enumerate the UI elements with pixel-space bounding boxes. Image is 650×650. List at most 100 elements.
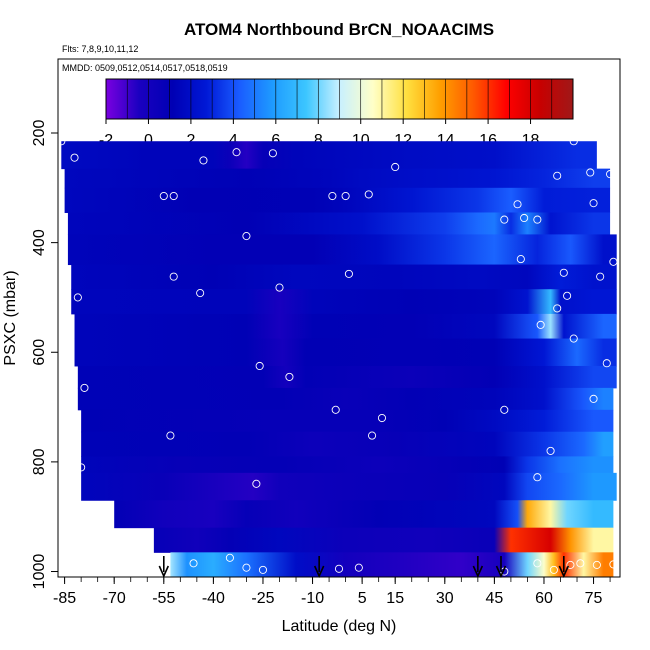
x-tick-label: -10 — [301, 590, 324, 607]
flight-point — [255, 361, 264, 371]
flight-point — [566, 560, 575, 569]
flight-point — [77, 463, 86, 472]
flight-point — [368, 431, 377, 440]
heatmap-band — [67, 234, 617, 266]
colorbar: -2 0 2 4 6 8 10 12 14 16 18 — [99, 78, 574, 149]
flight-point — [285, 372, 294, 381]
y-tick-label: 1000 — [31, 554, 48, 590]
flight-point — [364, 190, 373, 199]
flight-point — [391, 162, 400, 172]
flight-point — [536, 320, 545, 329]
heatmap-band — [81, 472, 617, 501]
y-tick-label: 400 — [31, 229, 48, 256]
colorbar-tick-label: 0 — [144, 132, 153, 149]
x-tick-label: 60 — [535, 590, 553, 607]
flight-point — [569, 137, 578, 146]
flight-point — [328, 191, 337, 201]
heatmap-band — [74, 338, 617, 367]
flight-point — [344, 269, 353, 278]
flight-point — [196, 289, 205, 298]
flight-point — [232, 148, 241, 157]
flights-subtitle: Flts: 7,8,9,10,11,12 — [62, 44, 138, 54]
heatmap-band — [81, 431, 614, 457]
latitude-arrow-head — [472, 565, 484, 578]
x-tick-label: 75 — [585, 590, 603, 607]
x-tick-label: -40 — [202, 590, 225, 607]
flight-point — [609, 560, 618, 569]
flight-point — [500, 215, 509, 224]
x-tick-label: 5 — [358, 590, 367, 607]
flight-point — [341, 191, 350, 201]
colorbar-tick-label: 6 — [271, 132, 280, 149]
flight-point — [70, 153, 79, 162]
flight-point — [549, 565, 558, 574]
flight-point — [331, 405, 340, 414]
y-axis-label: PSXC (mbar) — [2, 270, 19, 365]
flight-point — [520, 213, 529, 223]
flight-point — [513, 200, 522, 209]
flight-point — [275, 283, 284, 292]
x-tick-label: 30 — [436, 590, 454, 607]
flight-point — [189, 559, 198, 568]
heatmap-band — [153, 527, 614, 553]
flight-point — [589, 394, 598, 403]
heatmap-band — [77, 365, 617, 389]
flight-point — [516, 255, 525, 264]
flight-point — [334, 564, 344, 573]
x-axis-label: Latitude (deg N) — [282, 618, 397, 635]
colorbar-frame — [105, 78, 574, 120]
y-tick-label: 600 — [31, 339, 48, 366]
flight-point — [225, 553, 234, 562]
x-tick-label: 45 — [485, 590, 503, 607]
heatmap-band — [81, 456, 614, 474]
x-tick-label: -55 — [152, 590, 175, 607]
colorbar-tick-label: 4 — [229, 132, 238, 149]
flight-point — [609, 257, 618, 266]
heatmap-band — [170, 552, 614, 578]
x-tick-label: 15 — [386, 590, 404, 607]
flight-point — [559, 268, 568, 277]
latitude-arrow-head — [313, 565, 325, 578]
flight-point — [500, 405, 509, 414]
flight-point — [242, 232, 251, 241]
flight-point — [242, 563, 251, 572]
latitude-arrow-head — [558, 565, 570, 578]
heatmap-band — [74, 313, 617, 340]
flight-point — [80, 383, 89, 392]
heatmap-bands — [61, 141, 617, 578]
flight-point — [199, 156, 208, 165]
flight-point — [166, 431, 175, 440]
flight-point — [377, 413, 387, 423]
heatmap-band — [77, 387, 614, 411]
flight-point — [354, 563, 363, 572]
flight-point — [252, 479, 261, 488]
chart-title: ATOM4 Northbound BrCN_NOAACIMS — [184, 20, 494, 39]
latitude-arrows — [158, 556, 570, 578]
y-tick-label: 200 — [31, 120, 48, 147]
heatmap-band — [67, 212, 611, 235]
flight-point — [563, 291, 572, 300]
flight-point — [586, 168, 595, 177]
latitude-arrow-head — [495, 565, 507, 578]
heatmap-band — [71, 264, 617, 290]
flight-point — [569, 334, 578, 343]
latitude-arrow-head — [158, 565, 170, 578]
colorbar-tick-label: 2 — [186, 132, 195, 149]
y-axis-ticks: 200 400 600 800 1000 — [31, 120, 58, 590]
flight-point — [159, 191, 168, 201]
heatmap-band — [81, 409, 614, 433]
heatmap-band — [71, 289, 617, 315]
flight-point — [576, 559, 585, 568]
flight-point — [533, 215, 542, 224]
x-tick-label: -70 — [103, 590, 126, 607]
flight-point — [533, 559, 542, 568]
flight-point — [258, 565, 268, 574]
y-tick-label: 800 — [31, 448, 48, 475]
flight-point — [592, 560, 601, 569]
dates-subtitle: MMDD: 0509,0512,0514,0517,0518,0519 — [62, 63, 228, 73]
x-axis-ticks: -85 -70 -55 -40 -25 -10 5 15 30 45 60 75 — [53, 577, 611, 607]
heatmap-band — [64, 168, 611, 189]
plot-frame — [57, 58, 621, 578]
x-tick-label: -85 — [53, 590, 76, 607]
